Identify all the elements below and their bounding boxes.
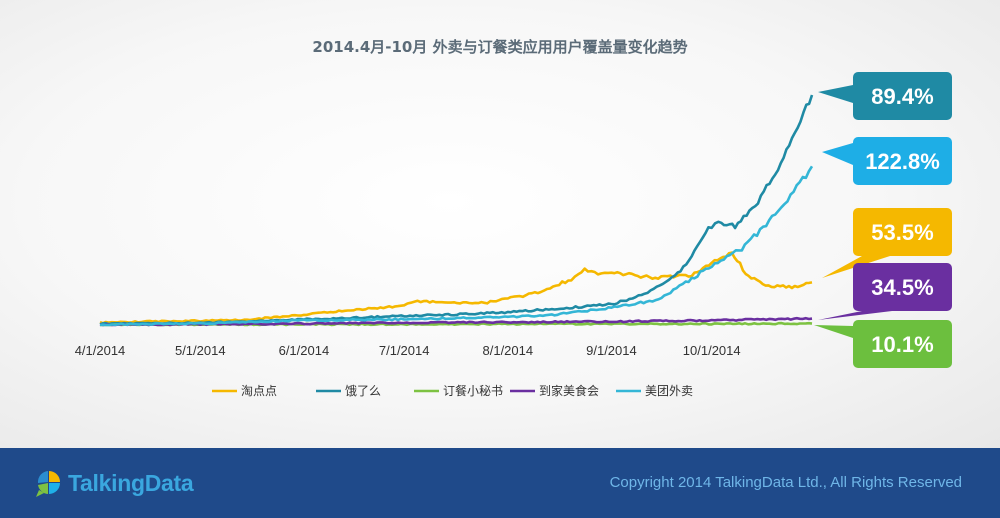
callout-pointer [814,325,853,338]
callout-box [853,72,952,120]
legend-item-2: 饿了么 [316,384,381,398]
x-tick-label: 5/1/2014 [175,343,226,358]
callout-box [853,208,952,256]
callout-value: 10.1% [871,332,933,357]
copyright-text: Copyright 2014 TalkingData Ltd., All Rig… [609,474,962,491]
logo: TalkingData [34,468,194,498]
x-tick-label: 9/1/2014 [586,343,637,358]
callout-series-3: 10.1% [814,320,952,368]
line-chart: 2014.4月-10月 外卖与订餐类应用用户覆盖量变化趋势 4/1/2014 5/… [75,38,952,398]
series-2-line [99,94,814,326]
series-5-line [99,165,814,327]
callout-series-5: 122.8% [822,137,952,185]
legend: 淘点点 饿了么 订餐小秘书 到家美食会 美团外卖 [212,383,693,398]
callout-series-1: 53.5% [822,208,952,278]
value-callouts: 89.4% 122.8% 53.5% 34.5% 10.1% [814,72,952,368]
legend-label: 饿了么 [345,384,381,398]
x-tick-label: 4/1/2014 [75,343,126,358]
callout-pointer [822,143,853,165]
legend-item-5: 美团外卖 [616,384,693,398]
callout-box [853,263,952,311]
callout-box [853,137,952,185]
callout-pointer [818,85,853,103]
callout-box [853,320,952,368]
callout-value: 89.4% [871,84,933,109]
callout-value: 53.5% [871,220,933,245]
logo-text: TalkingData [68,469,194,496]
legend-item-4: 到家美食会 [510,383,599,398]
x-tick-label: 6/1/2014 [279,343,330,358]
legend-item-1: 淘点点 [212,384,277,398]
callout-pointer [818,311,892,320]
chart-title: 2014.4月-10月 外卖与订餐类应用用户覆盖量变化趋势 [312,38,687,56]
x-tick-label: 7/1/2014 [379,343,430,358]
legend-label: 到家美食会 [539,383,599,398]
footer-bar: TalkingData Copyright 2014 TalkingData L… [0,448,1000,518]
series-1-line [99,251,813,325]
x-tick-label: 10/1/2014 [683,343,741,358]
legend-item-3: 订餐小秘书 [414,383,503,398]
callout-value: 34.5% [871,275,933,300]
callout-value: 122.8% [865,149,940,174]
x-tick-label: 8/1/2014 [483,343,534,358]
callout-series-4: 34.5% [818,263,952,320]
x-axis: 4/1/2014 5/1/2014 6/1/2014 7/1/2014 8/1/2014… [75,343,741,358]
series-4-line [99,316,813,327]
legend-label: 淘点点 [241,384,277,398]
series-lines [99,94,814,327]
legend-label: 订餐小秘书 [443,383,503,398]
legend-label: 美团外卖 [645,384,693,398]
chart-slide: 2014.4月-10月 外卖与订餐类应用用户覆盖量变化趋势 4/1/2014 5/… [0,0,1000,448]
talkingdata-speech-bubble-icon [36,471,60,497]
callout-series-2: 89.4% [818,72,952,120]
